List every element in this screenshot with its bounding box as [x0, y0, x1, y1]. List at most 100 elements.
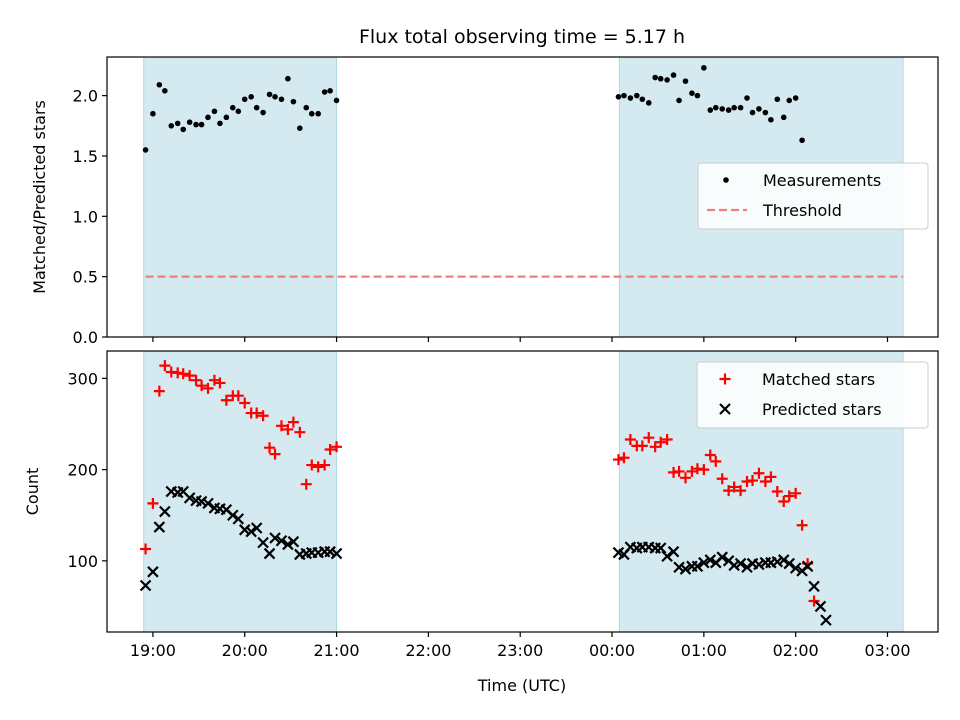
data-point — [796, 519, 808, 531]
data-point — [753, 467, 765, 479]
y-tick-label: 0.0 — [73, 328, 98, 347]
data-point — [636, 440, 648, 452]
data-point — [306, 459, 318, 471]
y-tick-label: 200 — [67, 461, 98, 480]
data-point — [744, 95, 750, 101]
x-tick-label: 20:00 — [222, 641, 268, 660]
data-point — [792, 95, 799, 101]
data-point — [686, 465, 698, 477]
data-point — [303, 104, 310, 111]
data-point — [643, 432, 655, 444]
data-point — [679, 563, 692, 575]
x-tick-label: 00:00 — [589, 641, 635, 660]
data-point — [308, 110, 315, 117]
data-point — [217, 120, 223, 127]
data-point — [808, 580, 820, 593]
data-point — [232, 390, 244, 402]
data-point — [205, 114, 211, 121]
data-point — [321, 89, 328, 95]
y-tick-label: 100 — [67, 552, 98, 571]
data-point — [183, 492, 196, 504]
data-point — [285, 75, 291, 82]
series-predicted-stars — [139, 485, 832, 626]
y-tick-label: 2.0 — [73, 87, 98, 106]
series-matched-stars — [140, 360, 820, 607]
data-point — [654, 542, 667, 554]
data-point — [275, 420, 287, 432]
data-point — [676, 97, 682, 104]
data-point — [814, 600, 827, 613]
legend-marker — [723, 177, 729, 183]
data-point — [147, 566, 159, 578]
data-point — [324, 545, 336, 558]
data-point — [174, 120, 181, 127]
data-point — [186, 119, 193, 125]
data-point — [168, 122, 175, 129]
data-point — [771, 555, 784, 568]
data-point — [287, 416, 299, 428]
x-tick-label: 23:00 — [497, 641, 543, 660]
data-point — [707, 107, 714, 113]
data-point — [777, 554, 790, 566]
data-point — [196, 380, 208, 392]
data-point — [673, 561, 685, 574]
data-point — [241, 96, 248, 103]
x-tick-label: 19:00 — [130, 641, 176, 660]
data-point — [156, 81, 163, 88]
data-point — [153, 521, 166, 533]
data-point — [661, 433, 673, 445]
data-point — [159, 505, 171, 518]
data-point — [177, 368, 189, 380]
data-point — [287, 535, 300, 548]
data-point — [202, 382, 214, 394]
data-point — [139, 579, 152, 592]
data-point — [193, 121, 199, 128]
data-point — [275, 534, 288, 547]
y-tick-label: 1.0 — [73, 207, 98, 226]
data-point — [749, 109, 756, 116]
data-point — [645, 100, 652, 106]
data-point — [235, 108, 242, 115]
data-point — [670, 72, 677, 78]
data-point — [694, 92, 701, 99]
data-point — [282, 423, 294, 435]
data-point — [195, 495, 208, 508]
data-point — [734, 557, 747, 570]
data-point — [780, 114, 787, 121]
legend-marker — [719, 373, 731, 385]
data-point — [269, 532, 281, 544]
data-point — [330, 547, 343, 560]
data-point — [698, 464, 710, 476]
data-point — [667, 545, 680, 558]
data-point — [153, 385, 165, 397]
data-point — [615, 94, 622, 100]
data-point — [664, 77, 670, 83]
data-point — [790, 487, 802, 499]
data-point — [753, 558, 765, 571]
data-point — [180, 126, 187, 133]
data-point — [704, 554, 717, 566]
data-point — [618, 452, 630, 464]
data-point — [799, 137, 805, 144]
data-point — [162, 87, 168, 94]
data-point — [716, 473, 728, 485]
legend-label: Predicted stars — [762, 400, 882, 419]
data-point — [712, 104, 719, 111]
data-point — [808, 595, 820, 607]
data-point — [723, 485, 735, 497]
data-point — [297, 125, 303, 132]
data-point — [716, 551, 728, 563]
plot-frame — [106, 350, 939, 633]
x-tick-label: 01:00 — [681, 641, 727, 660]
data-point — [783, 557, 796, 570]
data-point — [789, 562, 802, 574]
data-point — [327, 87, 333, 94]
data-point — [731, 104, 737, 111]
data-point — [655, 436, 667, 448]
legend: Measurements Threshold — [697, 162, 929, 230]
data-point — [673, 465, 685, 477]
series-measurements — [142, 65, 805, 153]
data-point — [661, 550, 673, 563]
data-point — [220, 394, 232, 406]
